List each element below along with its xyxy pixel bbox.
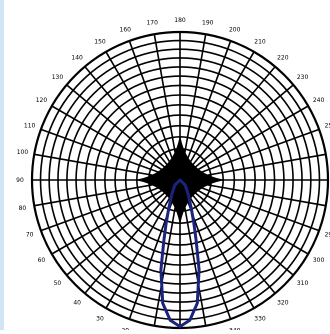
series-line-0 (159, 178, 201, 329)
grid-spoke (179, 66, 276, 181)
angle-tick-label: 230 (297, 74, 309, 81)
angle-tick-label: 60 (38, 257, 46, 264)
grid-spoke (179, 153, 326, 181)
angle-tick-label: 290 (325, 232, 330, 239)
angle-tick-label: 200 (229, 27, 241, 34)
grid-spoke (179, 179, 276, 294)
angle-tick-label: 250 (325, 122, 330, 129)
grid-spoke (40, 179, 181, 232)
angle-tick-label: 70 (26, 232, 34, 239)
polar-grid (30, 30, 330, 330)
grid-spoke (179, 179, 232, 320)
grid-spoke (105, 51, 181, 181)
angle-tick-label: 100 (17, 149, 29, 156)
grid-spoke (128, 40, 181, 181)
grid-spoke (179, 179, 326, 207)
series-layer (159, 178, 201, 329)
angle-tick-label: 40 (73, 300, 81, 307)
angle-tick-label: 220 (277, 54, 289, 61)
grid-spoke (51, 105, 181, 181)
angle-tick-label: 190 (202, 19, 214, 26)
angle-tick-label: 310 (297, 280, 309, 287)
window-edge (0, 0, 4, 330)
grid-spoke (179, 179, 320, 232)
angle-tick-label: 150 (94, 38, 106, 45)
grid-spoke (179, 51, 255, 181)
grid-spoke (105, 179, 181, 309)
grid-spoke (34, 179, 181, 207)
grid-spoke (153, 179, 181, 326)
grid-spoke (179, 128, 320, 181)
angle-tick-label: 140 (71, 54, 83, 61)
angle-tick-label: 330 (254, 316, 266, 323)
grid-spoke (179, 179, 255, 309)
grid-spoke (179, 179, 294, 276)
angle-tick-label: 50 (54, 280, 62, 287)
angle-tick-label: 170 (146, 19, 158, 26)
angle-tick-label: 120 (36, 97, 48, 104)
angle-tick-label: 80 (19, 205, 27, 212)
angle-tick-label: 110 (24, 122, 36, 129)
grid-spoke (84, 66, 181, 181)
grid-spoke (34, 153, 181, 181)
grid-spoke (179, 179, 309, 255)
grid-spoke (84, 179, 181, 294)
angle-tick-label: 130 (52, 74, 64, 81)
grid-spoke (128, 179, 181, 320)
grid-spoke (179, 105, 309, 181)
angle-tick-label: 300 (313, 257, 325, 264)
grid-spoke (179, 34, 207, 181)
grid-spoke (179, 179, 207, 326)
angle-tick-label: 320 (277, 300, 289, 307)
grid-spoke (179, 40, 232, 181)
angle-tick-label: 160 (120, 27, 132, 34)
angle-tick-label: 240 (313, 97, 325, 104)
grid-spoke (153, 34, 181, 181)
grid-spoke (179, 84, 294, 181)
angle-tick-label: 30 (96, 316, 104, 323)
angle-tick-label: 210 (254, 38, 266, 45)
grid-spoke (66, 179, 181, 276)
grid-spoke (40, 128, 181, 181)
angle-tick-label: 90 (16, 177, 24, 184)
grid-spoke (51, 179, 181, 255)
angle-tick-label: 180 (174, 17, 186, 24)
grid-spoke (66, 84, 181, 181)
